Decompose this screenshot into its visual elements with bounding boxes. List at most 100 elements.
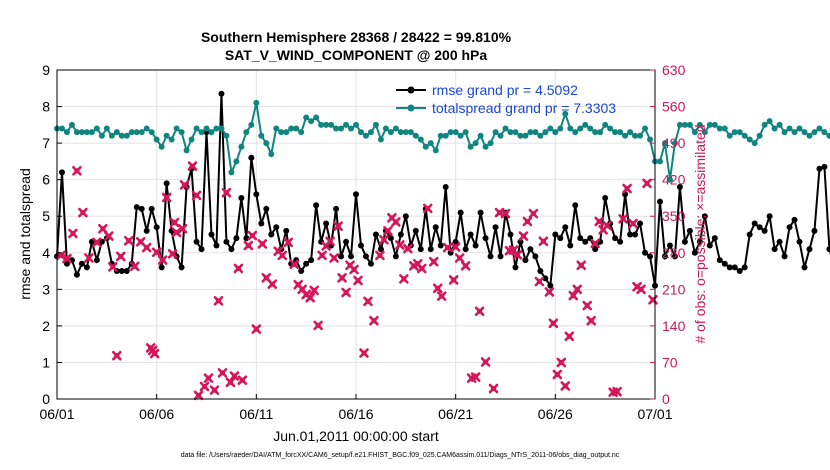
series-point <box>497 253 504 260</box>
assimilated-core <box>566 333 572 339</box>
series-point <box>382 125 389 132</box>
series-point <box>83 129 90 136</box>
series-point <box>462 246 469 253</box>
series-point <box>567 242 574 249</box>
series-point <box>642 125 649 132</box>
assimilated-core <box>377 252 383 258</box>
series-point <box>427 246 434 253</box>
assimilated-core <box>355 277 361 284</box>
series-point <box>666 242 673 249</box>
assimilated-core <box>524 218 531 225</box>
assimilated-core <box>74 168 80 174</box>
assimilated-core <box>223 190 230 196</box>
series-point <box>462 129 469 136</box>
assimilated-point <box>548 318 559 329</box>
assimilated-point <box>62 253 72 264</box>
series-point <box>248 154 255 161</box>
assimilated-core <box>195 392 202 398</box>
assimilated-point <box>556 357 567 368</box>
series-point <box>93 125 100 132</box>
series-point <box>791 216 798 223</box>
series-point <box>781 253 788 260</box>
assimilated-point <box>474 306 485 317</box>
assimilated-core <box>219 370 226 376</box>
series-point <box>532 129 539 136</box>
series-point <box>278 129 285 136</box>
y2-tick-label: 280 <box>662 245 686 261</box>
assimilated-core <box>235 265 241 272</box>
assimilated-point <box>237 375 248 385</box>
assimilated-core <box>604 223 610 229</box>
series-point <box>746 136 753 143</box>
assimilated-point <box>289 259 300 270</box>
series-point <box>143 227 150 234</box>
series-point <box>377 246 384 253</box>
series-point <box>507 129 514 136</box>
series-point <box>268 231 275 238</box>
series-point <box>567 125 574 132</box>
series-point <box>308 257 315 264</box>
assimilated-point <box>108 262 118 272</box>
assimilated-core <box>520 233 527 239</box>
series-point <box>457 132 464 139</box>
assimilated-point <box>586 315 597 326</box>
series-point <box>293 125 300 132</box>
assimilated-core <box>351 266 357 273</box>
assimilated-core <box>630 220 636 227</box>
assimilated-point <box>522 216 533 227</box>
series-point <box>83 264 90 271</box>
assimilated-point <box>104 231 114 241</box>
series-point <box>213 242 220 249</box>
series-point <box>412 132 419 139</box>
assimilated-core <box>550 320 556 326</box>
series-point <box>467 231 474 238</box>
series-point <box>407 129 414 136</box>
series-point <box>721 125 728 132</box>
series-point <box>457 209 464 216</box>
assimilated-core <box>385 228 391 234</box>
assimilated-point <box>333 221 343 231</box>
assimilated-core <box>70 230 76 237</box>
series-point <box>562 224 569 231</box>
series-point <box>761 227 768 234</box>
series-point <box>816 165 823 172</box>
assimilated-core <box>126 238 132 244</box>
series-point <box>198 246 205 253</box>
series-point <box>268 151 275 158</box>
series-point <box>617 129 624 136</box>
x-tick-label: 06/11 <box>239 406 273 422</box>
assimilated-point <box>552 369 563 380</box>
series-point <box>597 129 604 136</box>
assimilated-core <box>361 350 367 356</box>
assimilated-point <box>72 165 82 176</box>
x-tick-label: 06/21 <box>438 406 473 422</box>
assimilated-core <box>592 240 598 246</box>
series-point <box>63 260 70 267</box>
assimilated-core <box>181 182 188 188</box>
series-point <box>796 125 803 132</box>
series-point <box>78 260 85 267</box>
assimilated-core <box>638 286 644 292</box>
assimilated-point <box>329 253 339 263</box>
series-point <box>661 253 668 260</box>
x-axis-label: Jun.01,2011 00:00:00 start <box>273 428 439 444</box>
x-tick-label: 06/26 <box>538 406 573 422</box>
series-point <box>726 132 733 139</box>
assimilated-point <box>500 208 511 219</box>
series-point <box>527 246 534 253</box>
series-point <box>168 136 175 143</box>
series-point <box>343 238 350 245</box>
series-point <box>676 121 683 128</box>
series-point <box>801 264 808 271</box>
series-point <box>118 268 125 275</box>
assimilated-point <box>161 192 172 203</box>
series-point <box>238 194 245 201</box>
assimilated-point <box>538 236 549 247</box>
series-point <box>741 132 748 139</box>
assimilated-core <box>476 308 483 314</box>
series-point <box>656 198 663 205</box>
assimilated-core <box>307 295 313 301</box>
series-point <box>348 125 355 132</box>
assimilated-point <box>157 255 168 265</box>
